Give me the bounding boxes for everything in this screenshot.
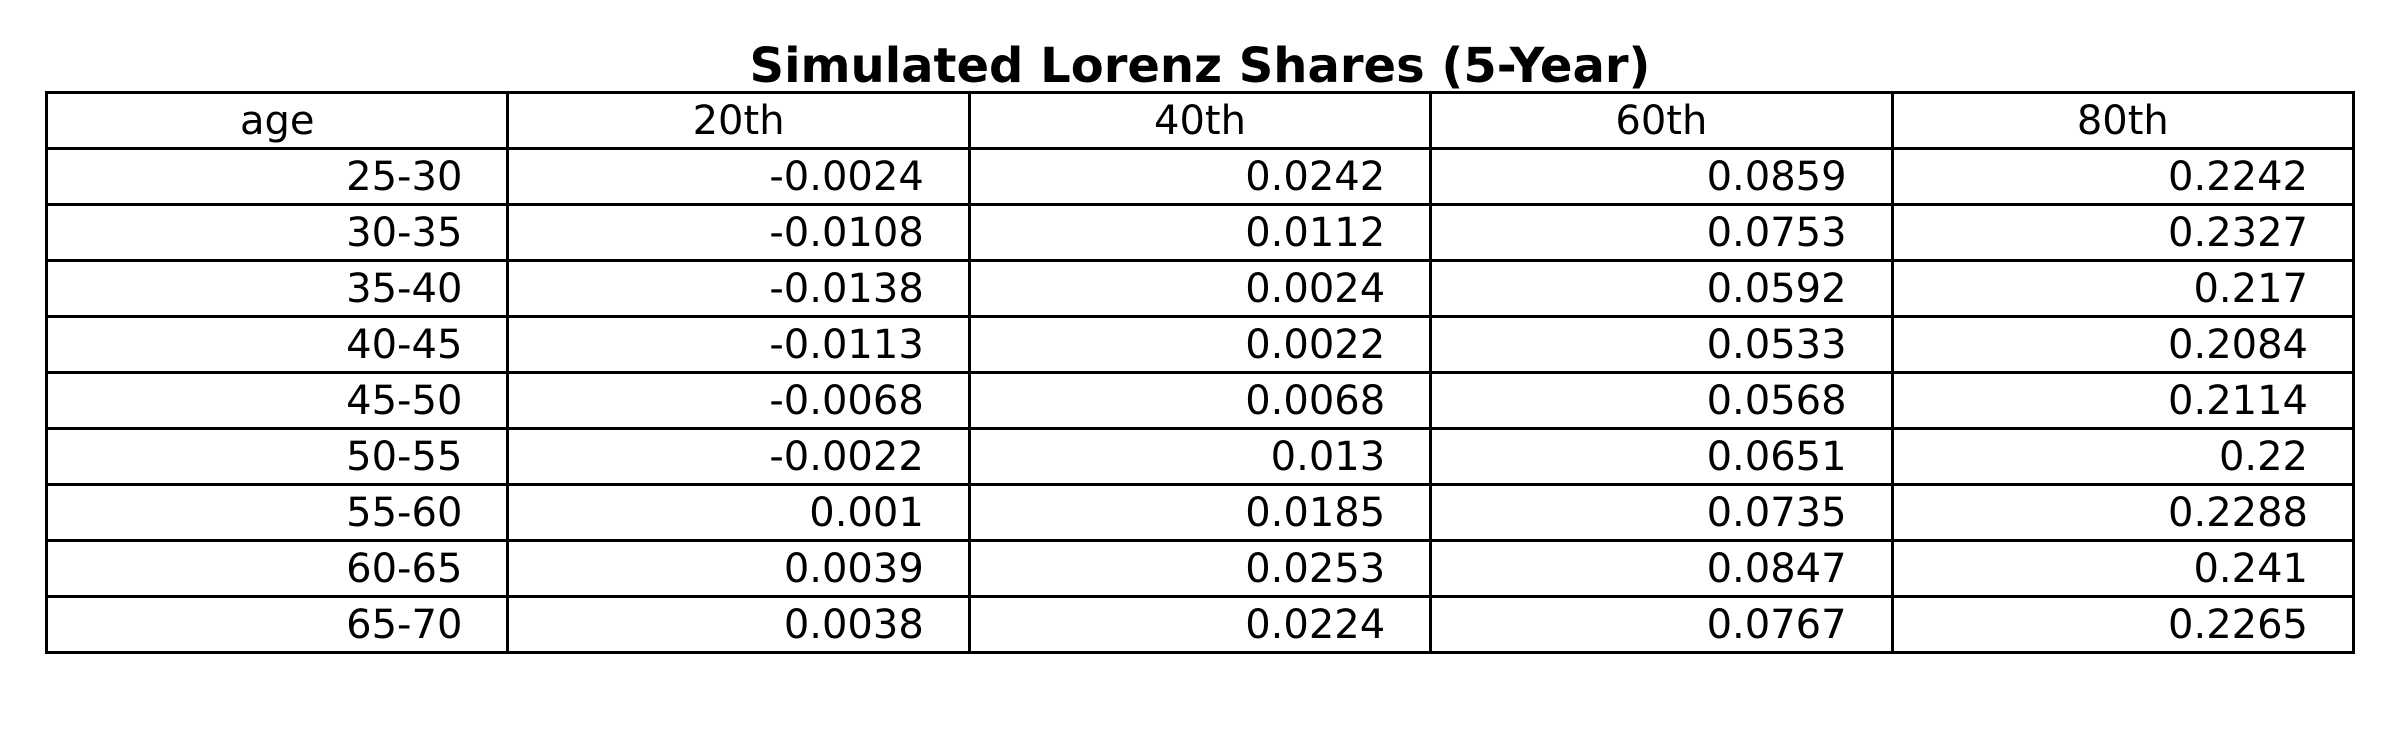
value-cell: 0.0651	[1429, 427, 1894, 486]
value-cell: 0.241	[1890, 539, 2356, 598]
value-cell: 0.0592	[1429, 259, 1894, 318]
column-header-3: 60th	[1429, 91, 1894, 150]
table-body: 25-30 -0.0024 0.0242 0.0859 0.2242 30-35 -0.01…	[44, 147, 2356, 654]
table-row: 65-70 0.0038 0.0224 0.0767 0.2265	[44, 595, 2356, 654]
value-cell: 0.2084	[1890, 315, 2356, 374]
table-title: Simulated Lorenz Shares (5-Year)	[749, 38, 1651, 94]
value-cell: -0.0108	[506, 203, 971, 262]
column-header-2: 40th	[967, 91, 1433, 150]
value-cell: 0.0185	[967, 483, 1433, 542]
table-row: 40-45 -0.0113 0.0022 0.0533 0.2084	[44, 315, 2356, 374]
row-label-cell: 50-55	[44, 427, 510, 486]
value-cell: 0.0767	[1429, 595, 1894, 654]
table-row: 35-40 -0.0138 0.0024 0.0592 0.217	[44, 259, 2356, 318]
row-label-cell: 55-60	[44, 483, 510, 542]
value-cell: 0.2327	[1890, 203, 2356, 262]
value-cell: 0.0735	[1429, 483, 1894, 542]
table-row: 30-35 -0.0108 0.0112 0.0753 0.2327	[44, 203, 2356, 262]
column-header-0: age	[44, 91, 510, 150]
value-cell: 0.0039	[506, 539, 971, 598]
row-label-cell: 35-40	[44, 259, 510, 318]
row-label-cell: 65-70	[44, 595, 510, 654]
value-cell: 0.217	[1890, 259, 2356, 318]
value-cell: -0.0024	[506, 147, 971, 206]
value-cell: 0.0533	[1429, 315, 1894, 374]
value-cell: 0.0253	[967, 539, 1433, 598]
row-label-cell: 60-65	[44, 539, 510, 598]
value-cell: 0.0112	[967, 203, 1433, 262]
table-row: 50-55 -0.0022 0.013 0.0651 0.22	[44, 427, 2356, 486]
row-label-cell: 30-35	[44, 203, 510, 262]
value-cell: 0.2114	[1890, 371, 2356, 430]
table-row: 60-65 0.0039 0.0253 0.0847 0.241	[44, 539, 2356, 598]
value-cell: 0.0024	[967, 259, 1433, 318]
header-row: age 20th 40th 60th 80th	[44, 91, 2356, 150]
value-cell: 0.22	[1890, 427, 2356, 486]
value-cell: 0.0022	[967, 315, 1433, 374]
column-header-4: 80th	[1890, 91, 2356, 150]
value-cell: 0.0847	[1429, 539, 1894, 598]
value-cell: -0.0022	[506, 427, 971, 486]
value-cell: 0.001	[506, 483, 971, 542]
column-header-1: 20th	[506, 91, 971, 150]
row-label-cell: 40-45	[44, 315, 510, 374]
value-cell: 0.0068	[967, 371, 1433, 430]
value-cell: 0.2265	[1890, 595, 2356, 654]
value-cell: -0.0068	[506, 371, 971, 430]
value-cell: 0.0242	[967, 147, 1433, 206]
value-cell: 0.0753	[1429, 203, 1894, 262]
value-cell: 0.0038	[506, 595, 971, 654]
value-cell: 0.2242	[1890, 147, 2356, 206]
table-row: 45-50 -0.0068 0.0068 0.0568 0.2114	[44, 371, 2356, 430]
value-cell: 0.0224	[967, 595, 1433, 654]
value-cell: 0.2288	[1890, 483, 2356, 542]
table-row: 25-30 -0.0024 0.0242 0.0859 0.2242	[44, 147, 2356, 206]
value-cell: -0.0138	[506, 259, 971, 318]
value-cell: 0.0859	[1429, 147, 1894, 206]
table-row: 55-60 0.001 0.0185 0.0735 0.2288	[44, 483, 2356, 542]
value-cell: 0.013	[967, 427, 1433, 486]
row-label-cell: 45-50	[44, 371, 510, 430]
row-label-cell: 25-30	[44, 147, 510, 206]
lorenz-shares-table: age 20th 40th 60th 80th 25-30 -0.0024 0.0242 0.…	[44, 91, 2356, 654]
value-cell: -0.0113	[506, 315, 971, 374]
value-cell: 0.0568	[1429, 371, 1894, 430]
